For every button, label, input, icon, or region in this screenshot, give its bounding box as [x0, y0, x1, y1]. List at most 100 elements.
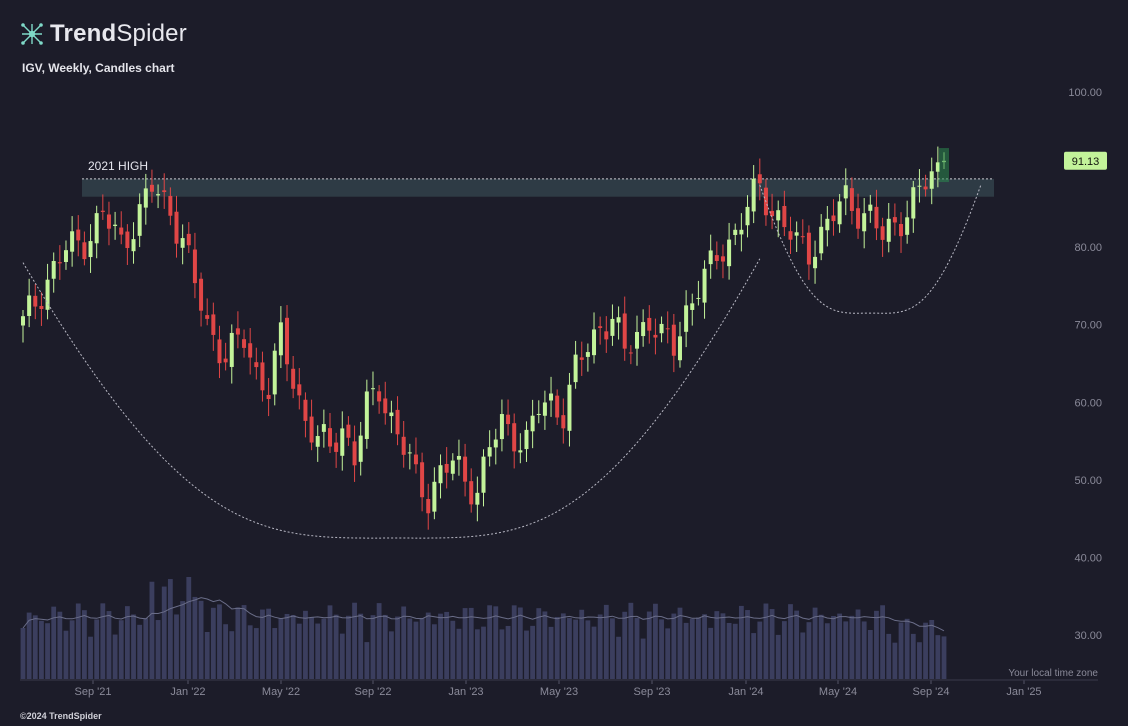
x-tick-label: Jan '22	[170, 686, 205, 698]
x-tick-label: Jan '24	[728, 686, 763, 698]
candle	[524, 421, 529, 462]
candle-body	[874, 206, 879, 229]
candle-body	[499, 414, 504, 440]
candle	[899, 212, 904, 253]
candle	[770, 193, 775, 230]
volume-bar	[554, 616, 560, 679]
candle	[27, 278, 32, 328]
candle	[328, 412, 332, 453]
candle-body	[260, 362, 265, 391]
volume-bar	[309, 617, 314, 679]
candle-body	[51, 261, 56, 279]
candle	[94, 205, 99, 259]
candle	[493, 428, 498, 465]
candle	[604, 316, 609, 353]
volume-bar	[88, 636, 93, 679]
brand-name: TrendSpider	[50, 20, 187, 47]
copyright-text: ©2024 TrendSpider	[20, 711, 102, 721]
candle-body	[567, 384, 572, 431]
candle-body	[684, 305, 689, 332]
candle	[776, 200, 781, 238]
candle-body	[285, 317, 290, 365]
volume-bar	[352, 602, 357, 679]
candle-body	[917, 185, 922, 187]
candle	[469, 468, 474, 513]
candle	[192, 232, 197, 299]
volume-bar	[904, 618, 910, 679]
candle	[119, 211, 124, 245]
candle-body	[788, 231, 793, 240]
handle-curve	[759, 184, 982, 314]
volume-bar	[708, 627, 714, 679]
candle-body	[407, 452, 412, 454]
candle	[831, 199, 836, 236]
candle	[708, 234, 713, 279]
volume-bar	[149, 581, 155, 679]
candle	[235, 311, 240, 349]
volume-bar	[659, 619, 664, 679]
y-tick-label: 100.00	[1068, 87, 1102, 99]
candle	[702, 260, 707, 319]
candle	[862, 198, 867, 249]
volume-bar	[886, 633, 892, 679]
candle-body	[125, 231, 130, 249]
volume-bar	[57, 611, 63, 679]
candle-body	[352, 441, 357, 466]
volume-bar	[628, 602, 634, 679]
volume-bar	[382, 614, 388, 679]
annotation-2021-high: 2021 HIGH	[88, 159, 148, 173]
candle	[671, 313, 676, 373]
candle	[555, 389, 560, 425]
candle	[162, 173, 167, 209]
candle-body	[696, 297, 701, 299]
candle	[285, 305, 290, 382]
candles	[21, 146, 946, 530]
candle-body	[720, 256, 725, 262]
candle-body	[113, 224, 118, 226]
volume-bar	[174, 614, 179, 679]
volume-bar	[143, 618, 149, 679]
x-tick-label: May '24	[819, 686, 857, 698]
candle	[229, 324, 234, 384]
candle-body	[843, 185, 848, 199]
candle	[297, 368, 302, 410]
volume-bar	[462, 608, 468, 679]
x-tick-label: Sep '23	[634, 686, 671, 698]
candle-body	[837, 201, 842, 225]
volume-bar	[696, 617, 701, 679]
candle	[512, 413, 517, 469]
candle-body	[659, 323, 664, 334]
volume-bar	[579, 609, 585, 679]
candle	[905, 200, 910, 244]
candle	[432, 467, 437, 520]
volume-bar	[855, 609, 861, 679]
volume-bar	[726, 622, 732, 679]
x-tick-label: May '23	[540, 686, 578, 698]
volume-bar	[333, 614, 339, 679]
volume-bar	[82, 610, 87, 679]
candle	[585, 343, 590, 372]
volume-bar	[751, 633, 757, 679]
candle-body	[806, 232, 811, 265]
volume-bar	[511, 605, 517, 679]
candle	[837, 194, 842, 233]
candle-body	[892, 217, 897, 223]
volume-bar	[321, 618, 327, 679]
volume-bar	[800, 632, 806, 679]
volume-bar	[653, 603, 658, 679]
y-tick-label: 70.00	[1074, 320, 1102, 332]
candle-body	[573, 354, 578, 383]
volume-bar	[806, 622, 812, 679]
candle-body	[555, 395, 560, 418]
candle-body	[677, 336, 682, 361]
candle	[481, 449, 486, 507]
candle	[727, 222, 732, 280]
volume-bar	[260, 609, 265, 679]
volume-bar	[395, 616, 400, 679]
candle	[659, 316, 664, 343]
candle-body	[739, 229, 744, 235]
volume-bar	[880, 605, 885, 679]
candle-body	[358, 435, 363, 462]
volume-bar	[253, 628, 259, 679]
